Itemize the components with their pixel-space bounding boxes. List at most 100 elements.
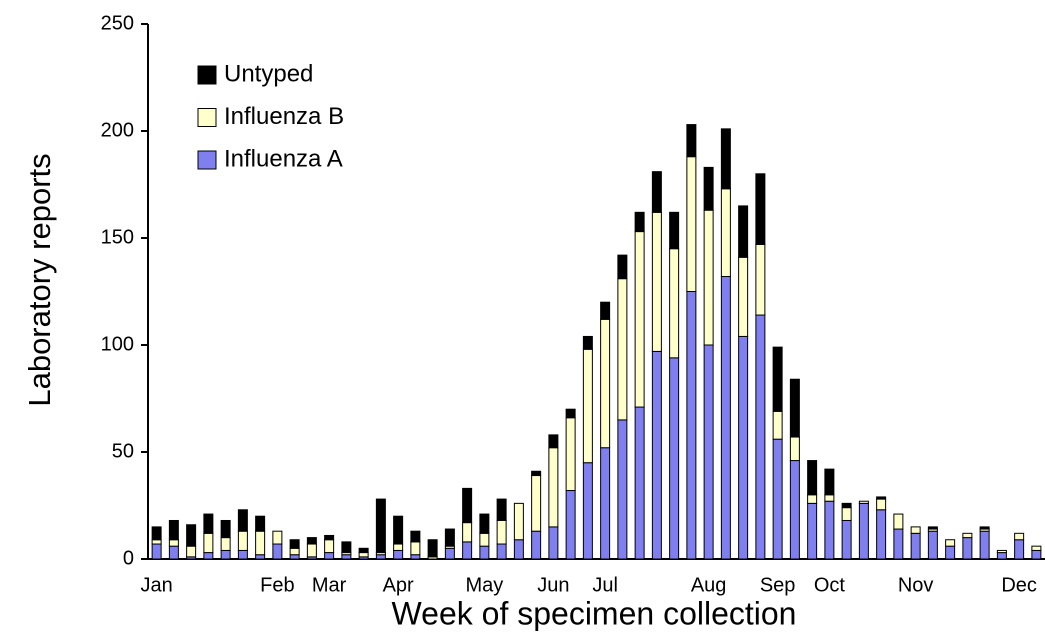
bar-segment bbox=[531, 530, 542, 560]
bar-segment bbox=[703, 209, 714, 346]
bar-segment bbox=[186, 545, 197, 558]
y-tick-label: 150 bbox=[101, 226, 134, 248]
bar-segment bbox=[600, 301, 611, 320]
x-tick-label: Jan bbox=[141, 574, 173, 596]
x-tick-label: Oct bbox=[814, 574, 846, 596]
bar-segment bbox=[444, 528, 455, 547]
bar-segment bbox=[220, 549, 231, 560]
bar-segment bbox=[686, 156, 697, 292]
bar-segment bbox=[841, 502, 852, 509]
y-axis-label: Laboratory reports bbox=[22, 153, 57, 406]
bar-segment bbox=[582, 335, 593, 350]
bar-segment bbox=[634, 211, 645, 233]
bar-segment bbox=[651, 211, 662, 352]
x-tick-label: Jul bbox=[592, 574, 618, 596]
x-axis-label: Week of specimen collection bbox=[392, 595, 797, 631]
bar-segment bbox=[272, 530, 283, 545]
bar-segment bbox=[669, 357, 680, 560]
bar-segment bbox=[996, 549, 1007, 554]
bar-segment bbox=[306, 543, 317, 558]
y-tick-label: 50 bbox=[112, 440, 134, 462]
bar-segment bbox=[703, 166, 714, 211]
bar-segment bbox=[479, 513, 490, 534]
bar-segment bbox=[358, 552, 369, 558]
bar-segment bbox=[565, 417, 576, 492]
bar-segment bbox=[824, 494, 835, 502]
bar-segment bbox=[410, 541, 421, 556]
bar-segment bbox=[393, 515, 404, 545]
bar-segment bbox=[496, 519, 507, 545]
bar-segment bbox=[1031, 549, 1042, 560]
bar-segment bbox=[755, 243, 766, 316]
bar-segment bbox=[203, 532, 214, 554]
bar-segment bbox=[289, 539, 300, 549]
bar-segment bbox=[151, 543, 162, 560]
bar-segment bbox=[824, 500, 835, 560]
bar-segment bbox=[876, 509, 887, 560]
bar-segment bbox=[410, 554, 421, 560]
x-tick-label: Dec bbox=[1001, 574, 1037, 596]
bar-segment bbox=[341, 541, 352, 554]
bar-segment bbox=[255, 554, 266, 560]
bar-segment bbox=[772, 410, 783, 440]
bar-segment bbox=[651, 171, 662, 213]
bar-segment bbox=[841, 507, 852, 521]
x-tick-label: Sep bbox=[760, 574, 796, 596]
bar-segment bbox=[669, 211, 680, 250]
bar-segment bbox=[220, 537, 231, 551]
bar-segment bbox=[876, 498, 887, 511]
bar-segment bbox=[168, 539, 179, 547]
legend-swatch bbox=[197, 150, 217, 170]
bar-segment bbox=[168, 545, 179, 560]
legend-swatch bbox=[197, 65, 217, 85]
bar-segment bbox=[962, 532, 973, 539]
bar-segment bbox=[617, 278, 628, 421]
legend-label: Influenza B bbox=[224, 103, 344, 130]
bar-segment bbox=[324, 552, 335, 560]
bar-segment bbox=[289, 547, 300, 556]
bar-segment bbox=[565, 490, 576, 560]
bar-segment bbox=[807, 460, 818, 496]
bar-segment bbox=[755, 173, 766, 245]
bar-segment bbox=[272, 543, 283, 560]
legend-label: Untyped bbox=[224, 60, 313, 87]
bar-segment bbox=[255, 515, 266, 532]
bar-segment bbox=[841, 519, 852, 560]
bar-segment bbox=[462, 522, 473, 543]
bar-segment bbox=[789, 460, 800, 560]
bar-segment bbox=[789, 436, 800, 462]
bar-segment bbox=[548, 447, 559, 528]
bar-segment bbox=[444, 547, 455, 560]
bar-segment bbox=[237, 530, 248, 551]
legend-swatch bbox=[197, 108, 217, 127]
bar-segment bbox=[686, 124, 697, 158]
x-tick-label: Feb bbox=[260, 574, 294, 596]
bar-segment bbox=[979, 530, 990, 560]
bar-segment bbox=[824, 468, 835, 496]
bar-segment bbox=[893, 528, 904, 560]
bar-segment bbox=[513, 539, 524, 560]
bar-segment bbox=[789, 378, 800, 438]
bar-segment bbox=[203, 552, 214, 560]
x-tick-label: Apr bbox=[383, 574, 414, 596]
bar-segment bbox=[203, 513, 214, 534]
bar-segment bbox=[945, 545, 956, 560]
bar-segment bbox=[979, 526, 990, 530]
bar-segment bbox=[479, 545, 490, 560]
bar-segment bbox=[651, 350, 662, 560]
bar-segment bbox=[772, 438, 783, 560]
bar-segment bbox=[565, 408, 576, 419]
bar-segment bbox=[669, 248, 680, 359]
x-tick-label: Mar bbox=[312, 574, 347, 596]
bar-segment bbox=[1014, 539, 1025, 560]
x-tick-label: Nov bbox=[898, 574, 934, 596]
bar-segment bbox=[375, 554, 386, 560]
bar-segment bbox=[996, 552, 1007, 560]
x-tick-label: Jun bbox=[537, 574, 569, 596]
bar-segment bbox=[634, 406, 645, 560]
bar-segment bbox=[168, 519, 179, 541]
bar-segment bbox=[720, 188, 731, 278]
bar-segment bbox=[738, 256, 749, 337]
bar-segment bbox=[858, 502, 869, 560]
bar-segment bbox=[255, 530, 266, 556]
